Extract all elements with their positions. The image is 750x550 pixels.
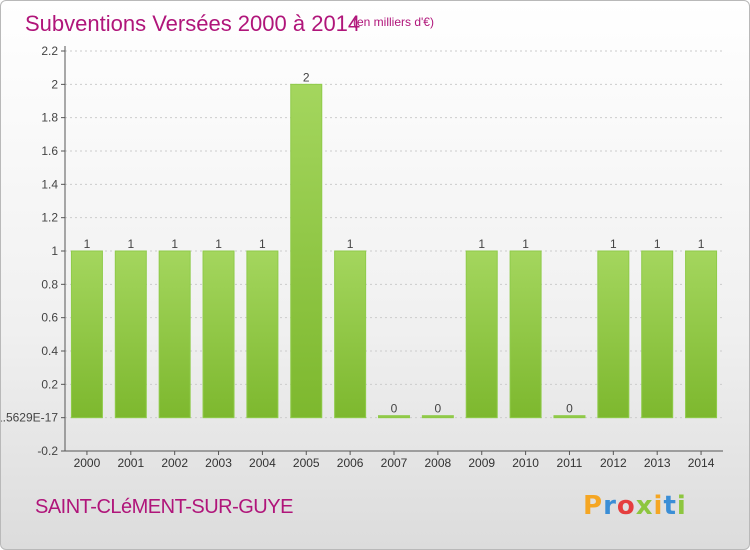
- y-tick-label: 0.6: [41, 311, 58, 325]
- logo-letter: i: [676, 491, 687, 521]
- bar: [114, 250, 147, 419]
- bar: [597, 250, 630, 419]
- x-tick-label: 2007: [381, 456, 408, 470]
- y-tick-label: -0.2: [37, 444, 58, 458]
- x-tick-label: 2004: [249, 456, 276, 470]
- y-tick-label: 1: [51, 244, 58, 258]
- x-tick-label: 2003: [205, 456, 232, 470]
- y-tick-label: -1.5629E-17: [1, 411, 58, 425]
- bar: [70, 250, 103, 419]
- y-tick-label: 1.2: [41, 211, 58, 225]
- x-tick-label: 2008: [425, 456, 452, 470]
- x-tick-label: 2005: [293, 456, 320, 470]
- commune-name: SAINT-CLéMENT-SUR-GUYE: [35, 496, 293, 518]
- logo-letter: t: [663, 491, 677, 521]
- x-axis: 2000 2001 2002 2003 2004 2005 2006 2007 2008 2009…: [65, 450, 723, 470]
- bar-value-label: 1: [522, 237, 529, 251]
- y-tick-label: 2: [51, 77, 58, 91]
- bar-value-label: 2: [303, 70, 310, 84]
- bar-value-label: 1: [127, 237, 134, 251]
- units-label: (en milliers d'€): [353, 15, 434, 29]
- y-axis: -0.2 -1.5629E-17 0.2 0.4 0.6 0.8 1 1.2 1.4 1.6 1.8…: [1, 44, 66, 458]
- y-tick-label: 0.4: [41, 344, 58, 358]
- chart-title: Subventions Versées 2000 à 2014: [25, 11, 361, 36]
- bar: [641, 250, 674, 419]
- y-tick-label: 0.8: [41, 277, 58, 291]
- bar: [421, 415, 454, 419]
- x-tick-label: 2012: [600, 456, 627, 470]
- logo-letter: P: [583, 491, 604, 521]
- bar: [553, 415, 586, 419]
- bar-value-label: 0: [566, 402, 573, 416]
- y-tick-label: 1.4: [41, 177, 58, 191]
- x-tick-label: 2006: [337, 456, 364, 470]
- bar: [685, 250, 718, 419]
- bar: [246, 250, 279, 419]
- bar-value-label: 1: [215, 237, 222, 251]
- x-tick-label: 2014: [688, 456, 715, 470]
- bar: [202, 250, 235, 419]
- bar: [290, 83, 323, 419]
- logo-letter: r: [603, 491, 617, 521]
- bar-value-label: 1: [478, 237, 485, 251]
- bar-value-label: 0: [391, 402, 398, 416]
- logo-letter: o: [616, 491, 636, 521]
- x-tick-label: 2010: [512, 456, 539, 470]
- x-tick-label: 2011: [557, 456, 583, 470]
- bar: [509, 250, 542, 419]
- x-tick-label: 2013: [644, 456, 671, 470]
- bar-value-label: 1: [698, 237, 705, 251]
- x-tick-label: 2002: [161, 456, 188, 470]
- bar: [465, 250, 498, 419]
- y-tick-label: 1.6: [41, 144, 58, 158]
- bar-value-label: 1: [610, 237, 617, 251]
- bars: 1 1 1 1 1 2 1 0 0 1 1 0 1 1 1: [70, 70, 718, 419]
- bar-value-label: 1: [347, 237, 354, 251]
- bar-value-label: 1: [259, 237, 266, 251]
- bar: [334, 250, 367, 419]
- bar: [158, 250, 191, 419]
- x-tick-label: 2001: [117, 456, 144, 470]
- y-tick-label: 1.8: [41, 111, 58, 125]
- x-tick-label: 2009: [468, 456, 495, 470]
- x-tick-label: 2000: [74, 456, 101, 470]
- bar-value-label: 0: [435, 402, 442, 416]
- logo-letter: i: [653, 491, 664, 521]
- y-tick-label: 2.2: [41, 44, 58, 58]
- bar-value-label: 1: [171, 237, 178, 251]
- bar-value-label: 1: [654, 237, 661, 251]
- bar-value-label: 1: [84, 237, 91, 251]
- proxiti-logo: Proxiti: [583, 491, 687, 521]
- bar: [378, 415, 410, 419]
- logo-letter: x: [635, 491, 654, 521]
- y-tick-label: 0.2: [41, 377, 58, 391]
